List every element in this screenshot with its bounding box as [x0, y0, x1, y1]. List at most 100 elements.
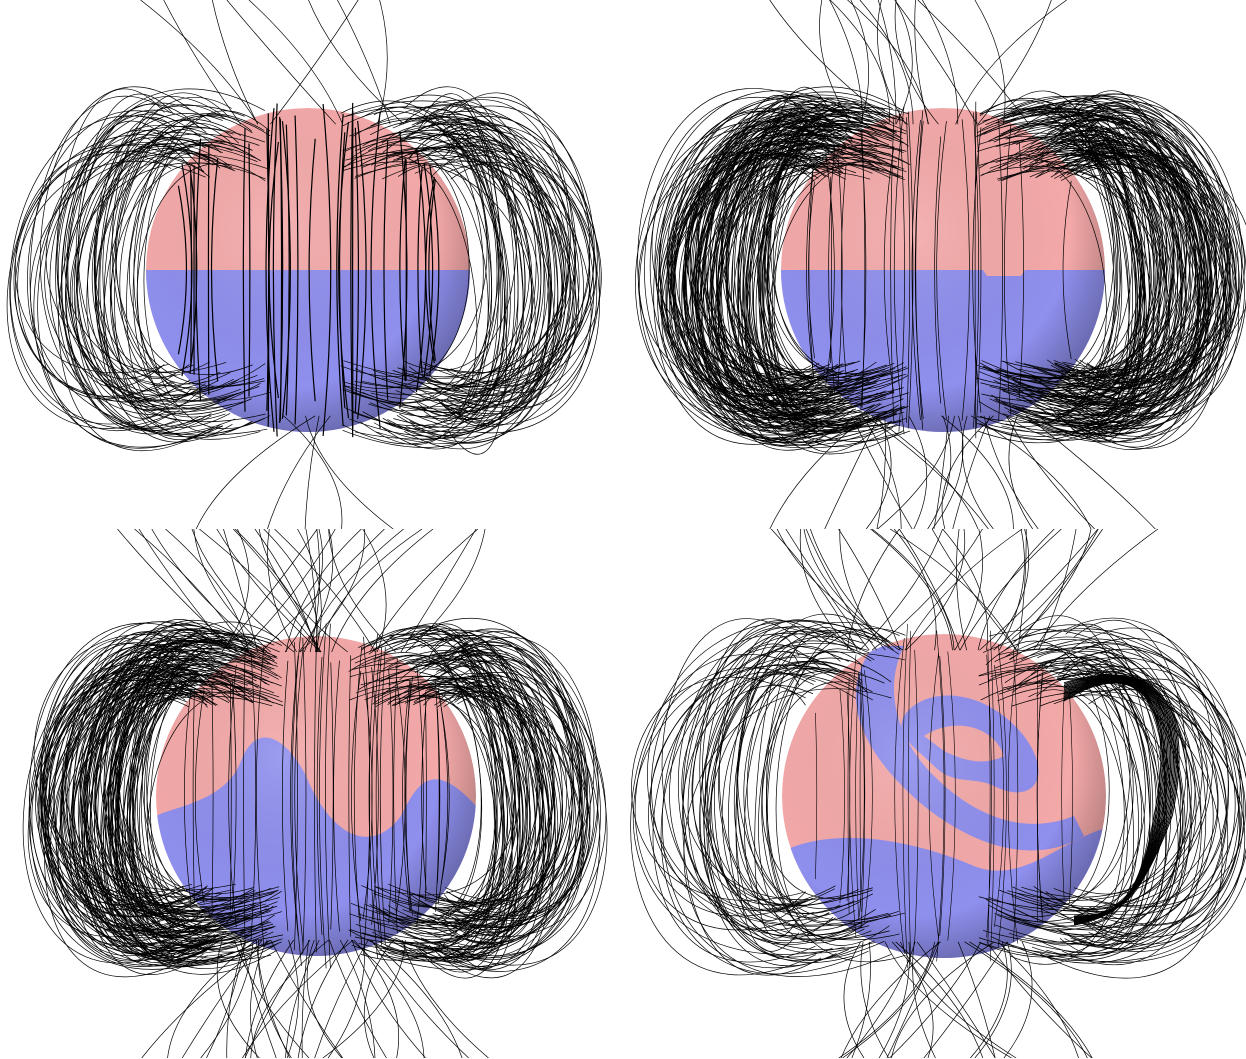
open-field-line	[824, 415, 880, 529]
surface-field-line	[319, 623, 327, 969]
field-line	[763, 161, 905, 421]
field-line	[661, 164, 844, 407]
field-line	[381, 663, 553, 950]
surface-field-line	[808, 181, 815, 359]
open-field-line	[331, 529, 434, 653]
open-field-line	[860, 941, 889, 1058]
field-line	[1035, 165, 1167, 424]
open-field-line	[914, 0, 929, 125]
surface-field-line	[428, 179, 436, 361]
open-field-line	[979, 529, 1099, 651]
field-line	[38, 655, 223, 918]
open-field-line	[167, 939, 257, 1058]
open-field-line	[970, 415, 1092, 529]
field-line	[382, 650, 556, 958]
open-field-line	[916, 941, 996, 1058]
field-line	[644, 96, 811, 406]
field-line	[387, 147, 555, 444]
open-field-line	[877, 415, 955, 529]
field-line	[129, 141, 253, 375]
open-field-line	[961, 415, 994, 529]
surface-field-line	[267, 113, 270, 427]
field-line	[104, 643, 207, 906]
surface-field-line	[243, 646, 246, 946]
surface-field-line	[1036, 669, 1044, 923]
open-field-line	[297, 939, 349, 1058]
field-line	[412, 105, 549, 414]
field-line	[133, 123, 240, 395]
open-field-line	[362, 529, 387, 653]
field-line	[342, 110, 503, 445]
surface-field-line	[1061, 692, 1065, 900]
field-line	[692, 107, 875, 407]
surface-field-line	[351, 670, 362, 922]
open-field-line	[956, 529, 968, 651]
field-line	[758, 87, 830, 385]
surface-field-line	[404, 676, 413, 916]
surface-field-line	[350, 102, 354, 438]
field-line	[383, 626, 516, 926]
field-line	[418, 118, 556, 420]
field-line	[103, 143, 233, 443]
surface-field-line	[416, 665, 424, 927]
field-line	[1036, 130, 1161, 437]
open-field-line	[199, 529, 322, 653]
field-line	[1078, 127, 1141, 442]
field-line	[660, 136, 894, 416]
field-line	[424, 691, 591, 916]
surface-field-line	[815, 712, 818, 880]
field-line	[978, 136, 1143, 389]
surface-field-line	[859, 680, 862, 912]
open-field-line	[351, 939, 426, 1058]
open-field-line	[405, 529, 486, 653]
field-line	[754, 652, 801, 939]
surface-field-line	[195, 138, 202, 402]
surface-field-line	[928, 653, 939, 939]
field-line	[711, 145, 885, 391]
field-line	[17, 152, 172, 397]
surface-field-line	[192, 689, 195, 903]
field-line	[102, 691, 230, 961]
open-field-line	[861, 415, 902, 529]
open-field-line	[254, 529, 317, 653]
surface-field-line	[437, 708, 441, 884]
field-line	[351, 132, 526, 427]
field-line	[404, 100, 552, 450]
field-line	[105, 684, 253, 933]
field-line	[1027, 657, 1183, 938]
field-line	[354, 163, 574, 440]
surface-field-line	[860, 664, 866, 928]
open-field-line	[810, 529, 894, 651]
field-line	[345, 152, 539, 395]
field-line	[57, 692, 206, 957]
field-line	[108, 674, 260, 918]
field-line	[42, 638, 252, 933]
open-field-line	[908, 415, 928, 529]
field-line	[1085, 172, 1240, 418]
field-line	[686, 171, 871, 441]
open-field-line	[304, 415, 320, 529]
field-line	[424, 654, 583, 920]
surface-field-line	[316, 657, 323, 935]
field-line	[1016, 120, 1217, 415]
open-field-line	[889, 941, 982, 1058]
open-field-line	[211, 0, 259, 125]
surface-field-line	[906, 117, 911, 423]
open-field-line	[270, 939, 343, 1058]
field-line	[737, 155, 807, 429]
field-line	[64, 131, 227, 374]
field-line	[56, 124, 245, 410]
sphere-shading	[781, 108, 1105, 432]
surface-field-line	[272, 103, 278, 437]
open-field-line	[847, 0, 929, 125]
surface-field-line	[997, 644, 1007, 948]
surface-field-line	[336, 113, 344, 427]
open-field-line	[226, 0, 336, 125]
field-line	[39, 86, 191, 403]
open-field-line	[933, 415, 949, 529]
panel-bottom-left	[0, 529, 623, 1058]
surface-field-line	[308, 138, 316, 402]
open-field-line	[244, 939, 311, 1058]
open-field-line	[369, 529, 479, 653]
field-line	[765, 650, 865, 939]
